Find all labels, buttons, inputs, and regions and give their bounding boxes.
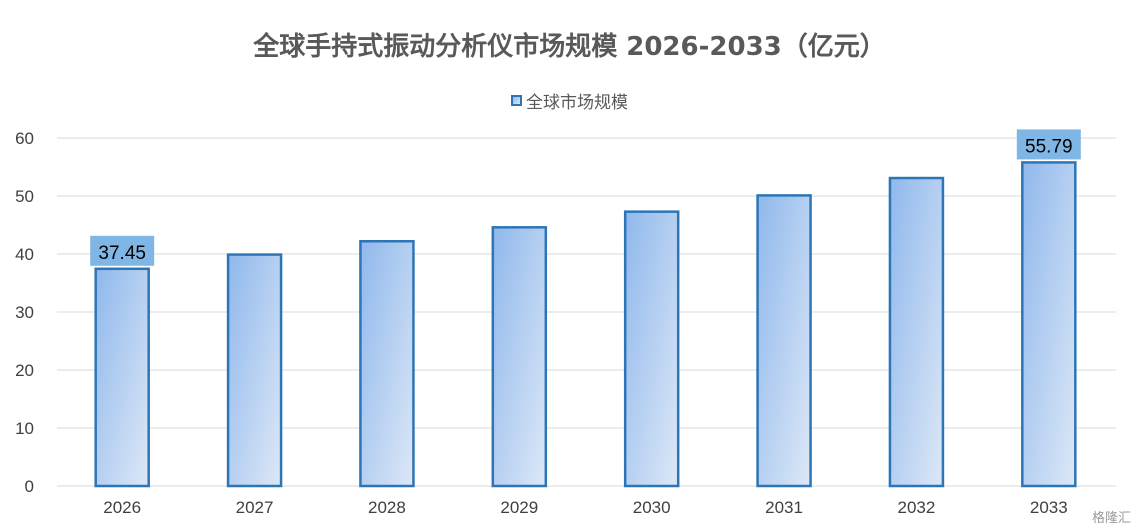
data-label: 37.45 [98, 243, 146, 264]
x-tick-label: 2032 [898, 498, 936, 517]
legend: 全球市场规模 [0, 88, 1139, 113]
y-tick-label: 40 [15, 245, 34, 264]
x-tick-label: 2033 [1030, 498, 1068, 517]
legend-label: 全球市场规模 [526, 93, 628, 113]
y-tick-label: 60 [15, 129, 34, 148]
data-label: 55.79 [1025, 136, 1073, 157]
x-tick-label: 2027 [236, 498, 274, 517]
data-label-box [90, 235, 155, 266]
x-tick-label: 2026 [103, 498, 141, 517]
bar [359, 239, 415, 488]
x-tick-label: 2031 [765, 498, 803, 517]
data-label-box [1016, 129, 1081, 160]
bar [94, 267, 150, 488]
y-tick-label: 50 [15, 187, 34, 206]
legend-swatch [511, 95, 522, 106]
bar [1021, 161, 1077, 488]
bar [491, 226, 548, 488]
y-tick-label: 0 [25, 477, 34, 496]
y-tick-label: 30 [15, 303, 34, 322]
x-tick-label: 2029 [500, 498, 538, 517]
chart-title: 全球手持式振动分析仪市场规模 2026-2033（亿元） [253, 32, 886, 62]
bar [888, 176, 945, 488]
bar [756, 194, 812, 488]
x-tick-label: 2030 [633, 498, 671, 517]
bar [226, 253, 283, 488]
x-tick-label: 2028 [368, 498, 406, 517]
y-tick-label: 20 [15, 361, 34, 380]
watermark: 格隆汇 [1091, 510, 1131, 525]
y-tick-label: 10 [15, 419, 34, 438]
bar [623, 210, 680, 488]
